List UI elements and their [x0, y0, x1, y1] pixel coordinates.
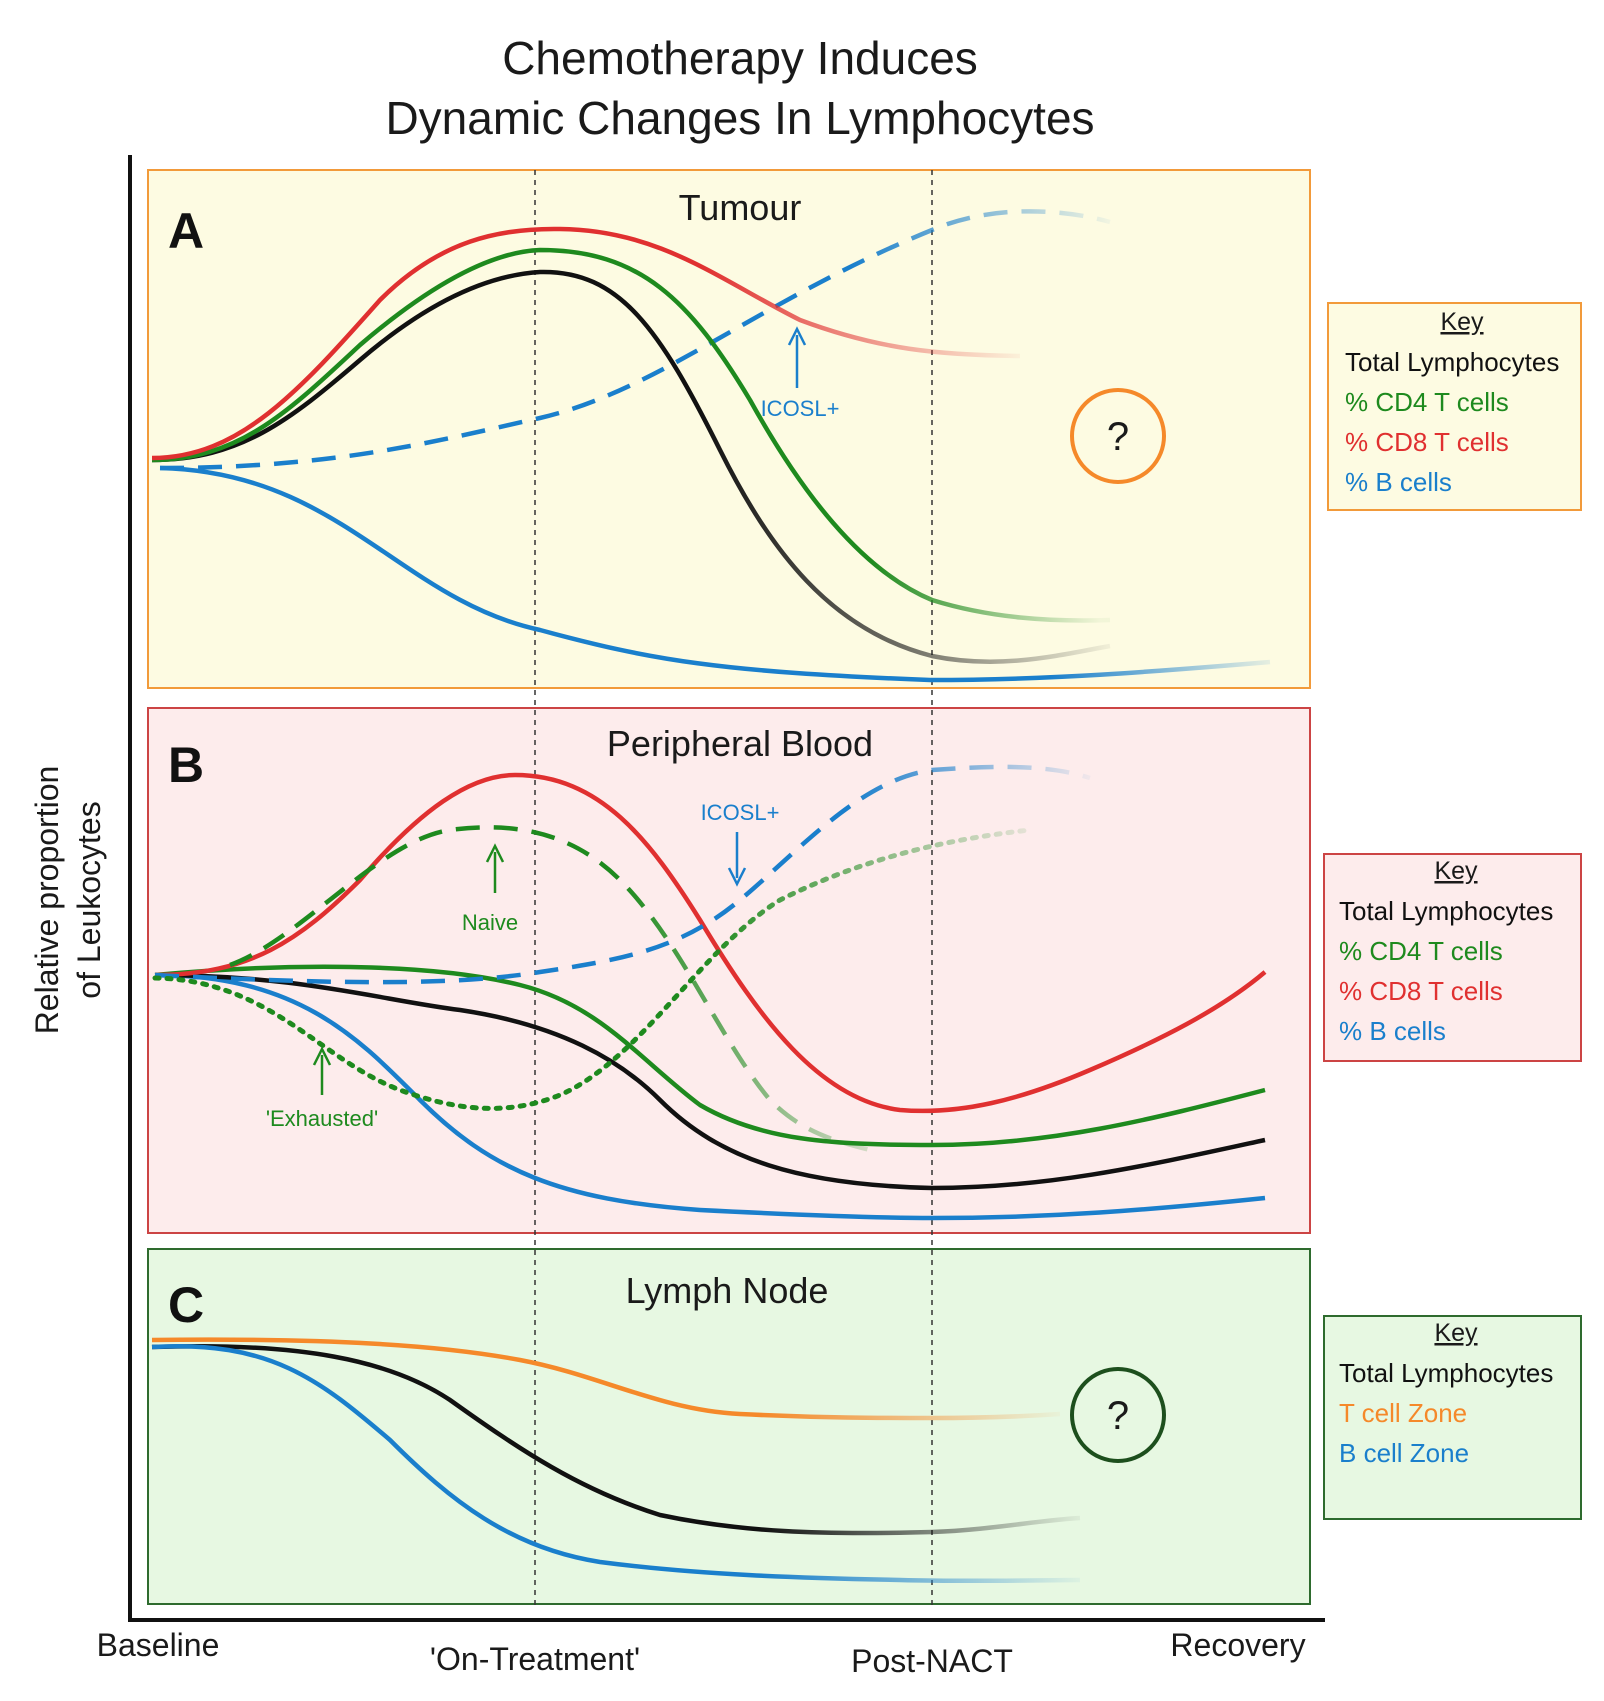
- panel-b-naive-arrowhead: [485, 843, 505, 863]
- panel-b-key-total: Total Lymphocytes: [1339, 896, 1553, 926]
- panel-b-icosl-curve: [154, 764, 1091, 985]
- x-label-baseline: Baseline: [97, 1627, 220, 1663]
- panel-c-key-bzone: B cell Zone: [1339, 1438, 1469, 1468]
- panel-b-key-cd4: % CD4 T cells: [1339, 936, 1503, 966]
- title-line-2: Dynamic Changes In Lymphocytes: [385, 92, 1094, 144]
- panel-b-naive-curve: [229, 825, 871, 1153]
- panel-b-icosl-arrowhead: [727, 867, 747, 887]
- panel-c-key-heading: Key: [1434, 1319, 1478, 1347]
- panel-c-key-tzone: T cell Zone: [1339, 1398, 1467, 1428]
- panel-a-key-box: [1327, 302, 1582, 511]
- panel-a-cd8-curve: [151, 226, 1021, 461]
- panel-c-key-total: Total Lymphocytes: [1339, 1358, 1553, 1388]
- panel-b-cd4-curve: [154, 964, 1266, 1148]
- panel-b-title: Peripheral Blood: [607, 723, 873, 764]
- panel-a-cd4-curve: [151, 247, 1111, 623]
- panel-b-key-heading: Key: [1434, 857, 1478, 885]
- panel-b-bcell-curve: [154, 972, 1266, 1221]
- panel-c-total-curve: [151, 1343, 1081, 1536]
- panel-a-key-total: Total Lymphocytes: [1345, 347, 1559, 377]
- panel-a-title: Tumour: [679, 187, 802, 228]
- panel-a-key-cd8: % CD8 T cells: [1345, 427, 1509, 457]
- panel-a-total-curve: [151, 269, 1111, 664]
- panel-b-icosl-label: ICOSL+: [701, 800, 780, 825]
- panel-b-exhausted-arrowhead: [312, 1046, 332, 1066]
- title-line-1: Chemotherapy Induces: [502, 32, 978, 84]
- panel-b-letter: B: [168, 737, 204, 793]
- panel-b-exhausted-label: 'Exhausted': [266, 1106, 378, 1131]
- panel-c-key-box: [1323, 1315, 1582, 1520]
- panel-c-box: [147, 1248, 1311, 1605]
- panel-a-icosl-curve: [159, 209, 1111, 471]
- panel-b-key-box: [1323, 853, 1582, 1062]
- panel-a-key-heading: Key: [1440, 308, 1484, 336]
- x-label-post-nact: Post-NACT: [851, 1643, 1013, 1679]
- panel-a-key-cd4: % CD4 T cells: [1345, 387, 1509, 417]
- x-label-on-treatment: 'On-Treatment': [430, 1641, 640, 1677]
- panel-c-question-circle: [1070, 1367, 1166, 1463]
- panel-a-icosl-arrowhead: [787, 326, 807, 346]
- panel-a-icosl-label: ICOSL+: [761, 396, 840, 421]
- panel-c-letter: C: [168, 1277, 204, 1333]
- y-axis-label-line-1: Relative proportion: [29, 766, 65, 1035]
- panel-b-cd8-curve: [154, 772, 1267, 1114]
- panel-b-box: [147, 707, 1311, 1234]
- panel-a-question-circle: [1070, 388, 1166, 484]
- panel-b-naive-label: Naive: [462, 910, 518, 935]
- panel-a-key-bcell: % B cells: [1345, 467, 1452, 497]
- panel-a-question-mark: ?: [1107, 415, 1129, 459]
- panel-b-total-curve: [154, 972, 1266, 1191]
- panel-c-bzone-curve: [151, 1343, 1081, 1584]
- panel-a-bcell-curve: [159, 465, 1271, 683]
- panel-b-key-bcell: % B cells: [1339, 1016, 1446, 1046]
- panel-c-title: Lymph Node: [626, 1270, 829, 1311]
- panel-b-exhausted-curve: [152, 827, 1033, 1111]
- panel-b-key-cd8: % CD8 T cells: [1339, 976, 1503, 1006]
- panel-c-question-mark: ?: [1107, 1394, 1129, 1438]
- y-axis-label-line-2: of Leukocytes: [71, 801, 107, 998]
- panel-a-letter: A: [168, 203, 204, 259]
- x-label-recovery: Recovery: [1170, 1627, 1305, 1663]
- panel-a-box: [147, 169, 1311, 689]
- panel-c-tzone-curve: [151, 1337, 1061, 1421]
